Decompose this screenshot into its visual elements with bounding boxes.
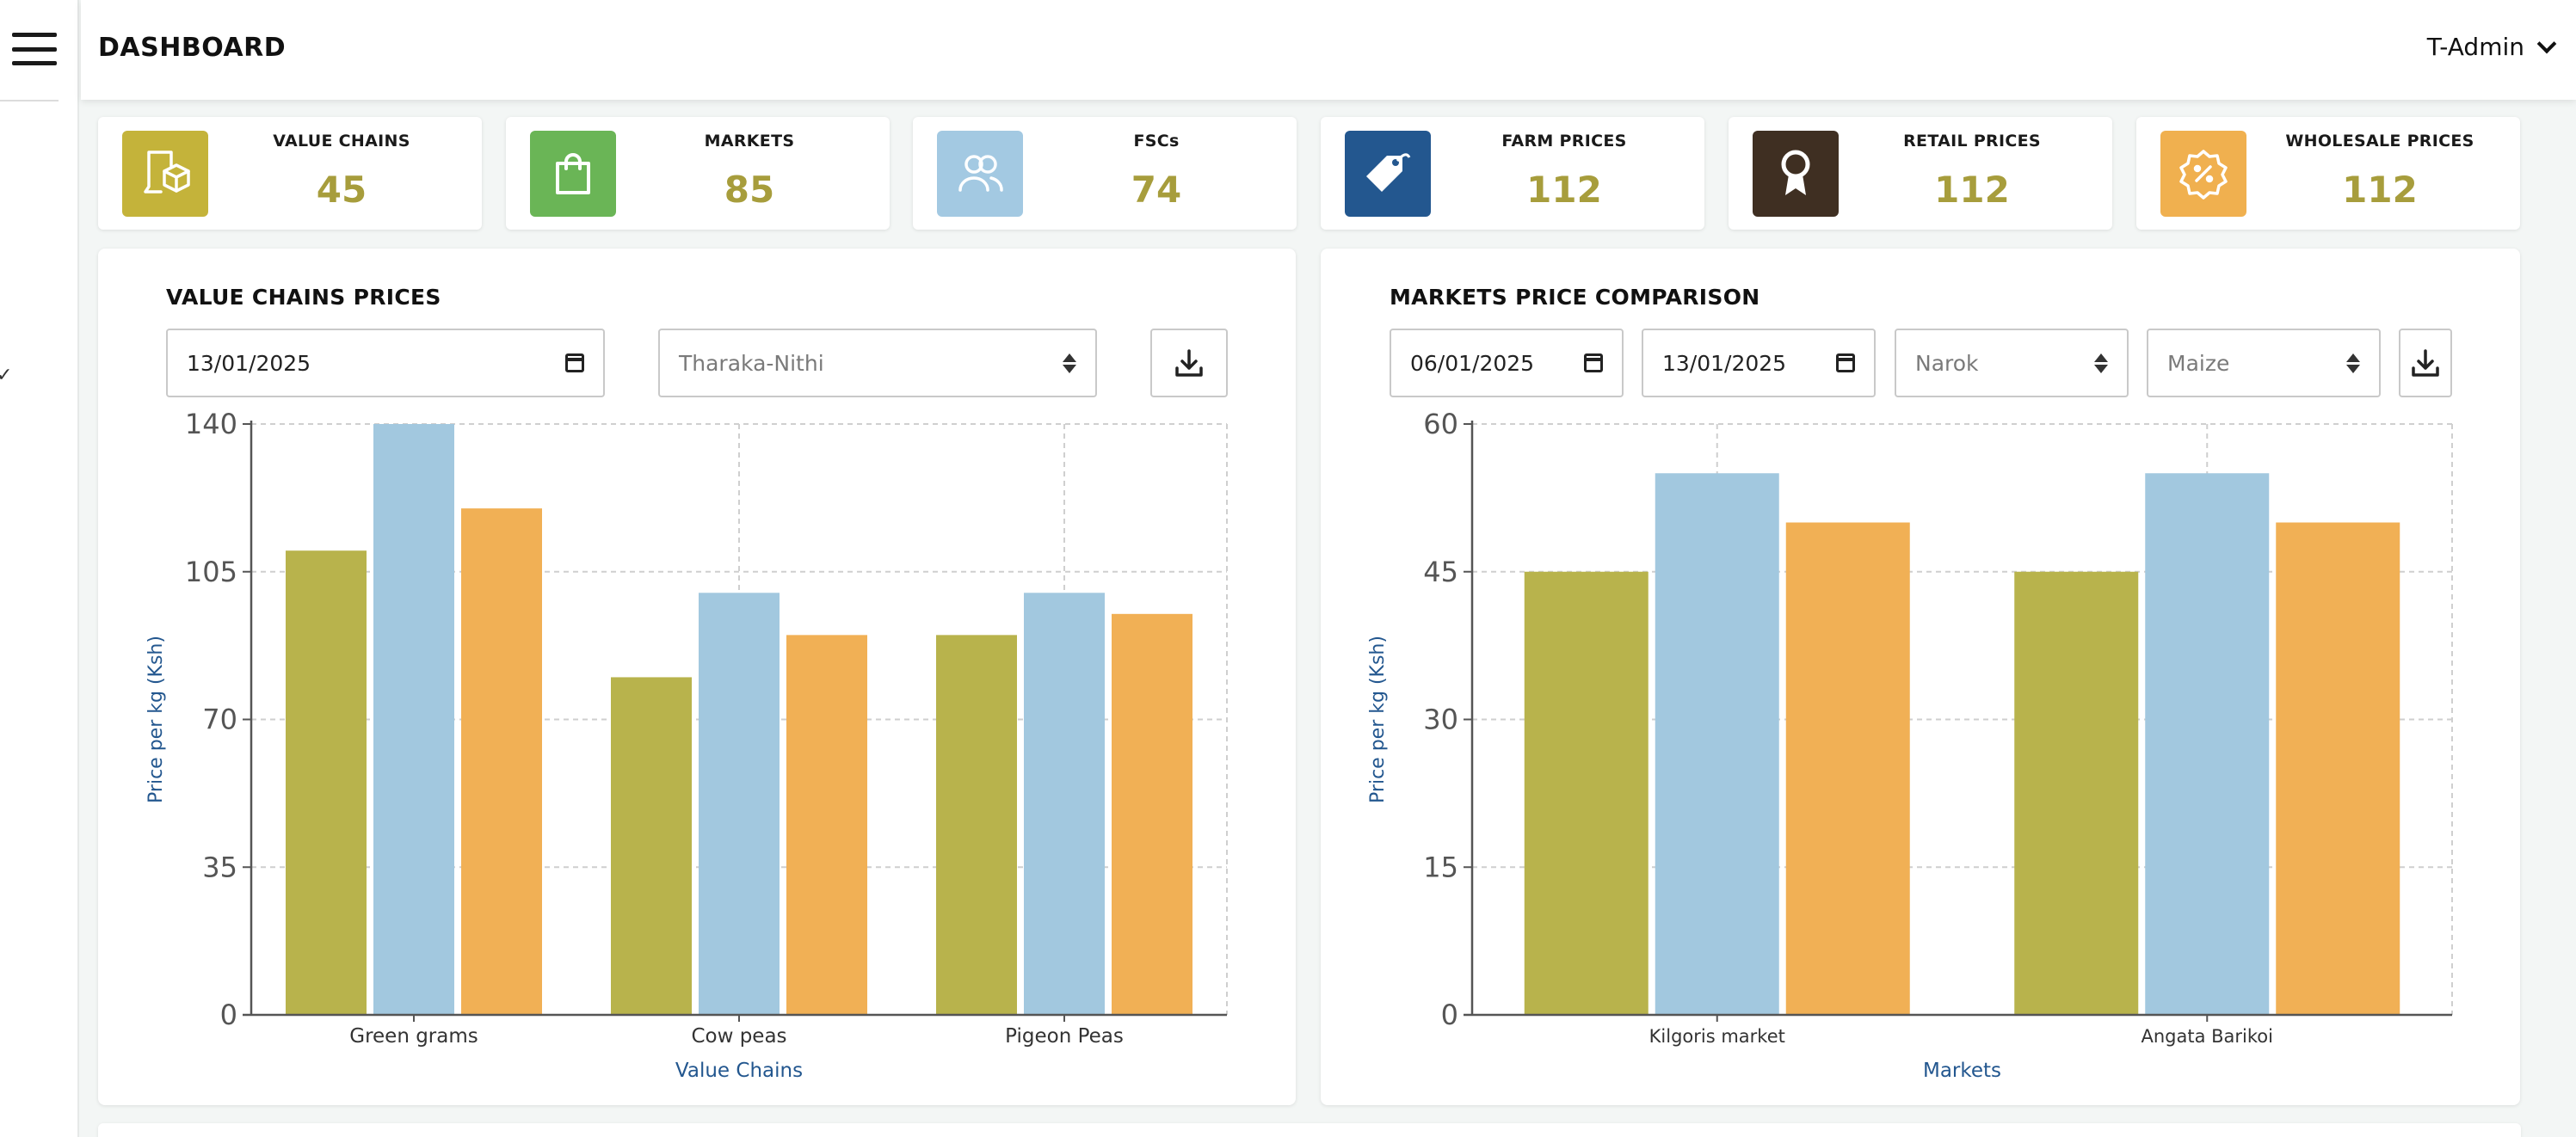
commodity-select[interactable]: Maize bbox=[2147, 329, 2381, 397]
download-button[interactable] bbox=[2399, 329, 2452, 397]
download-button[interactable] bbox=[1150, 329, 1228, 397]
x-axis-label: Value Chains bbox=[675, 1060, 803, 1082]
stat-card-retail-prices[interactable]: RETAIL PRICES 112 bbox=[1729, 117, 2112, 230]
x-tick-label: Cow peas bbox=[691, 1025, 786, 1048]
stat-card-wholesale-prices[interactable]: WHOLESALE PRICES 112 bbox=[2136, 117, 2520, 230]
y-tick-label: 0 bbox=[220, 999, 237, 1031]
stat-value: 112 bbox=[2342, 169, 2418, 211]
price-tag-icon bbox=[1345, 131, 1431, 217]
stat-value: 112 bbox=[1934, 169, 2010, 211]
panel-title: VALUE CHAINS PRICES bbox=[166, 285, 441, 310]
x-tick-label: Green grams bbox=[349, 1025, 478, 1048]
x-tick-label: Kilgoris market bbox=[1649, 1026, 1785, 1047]
bar-cow-peas-series-1[interactable] bbox=[611, 677, 692, 1015]
download-icon bbox=[1175, 349, 1203, 377]
side-rail: ✓ bbox=[0, 0, 79, 1137]
menu-icon[interactable] bbox=[12, 33, 57, 65]
stat-value: 112 bbox=[1526, 169, 1602, 211]
x-axis-label: Markets bbox=[1923, 1060, 2001, 1082]
y-axis-label: Price per kg (Ksh) bbox=[145, 636, 167, 803]
x-tick-label: Pigeon Peas bbox=[1005, 1025, 1124, 1048]
checkmark-icon: ✓ bbox=[0, 365, 13, 386]
bar-angata-barikoi-series-1[interactable] bbox=[2014, 571, 2139, 1015]
panel-title: MARKETS PRICE COMPARISON bbox=[1390, 285, 1760, 310]
stat-label: RETAIL PRICES bbox=[1903, 132, 2041, 151]
calendar-icon[interactable] bbox=[1836, 353, 1855, 372]
discount-badge-icon bbox=[2160, 131, 2246, 217]
bar-cow-peas-series-2[interactable] bbox=[699, 593, 780, 1015]
next-panel-edge bbox=[98, 1123, 2521, 1137]
calendar-icon[interactable] bbox=[1584, 353, 1603, 372]
calendar-icon[interactable] bbox=[565, 353, 584, 372]
bar-kilgoris-market-series-2[interactable] bbox=[1655, 473, 1779, 1015]
select-arrows-icon bbox=[2094, 353, 2108, 373]
bar-green-grams-series-2[interactable] bbox=[373, 424, 454, 1015]
stat-value: 45 bbox=[316, 169, 367, 211]
date-to-value: 13/01/2025 bbox=[1662, 350, 1787, 376]
stat-value: 85 bbox=[724, 169, 775, 211]
stat-card-fscs[interactable]: FSCs 74 bbox=[913, 117, 1297, 230]
user-menu[interactable]: T-Admin bbox=[2426, 33, 2557, 61]
stat-label: FSCs bbox=[1133, 132, 1180, 151]
select-arrows-icon bbox=[1063, 353, 1076, 373]
county-select[interactable]: Narok bbox=[1895, 329, 2129, 397]
y-tick-label: 70 bbox=[202, 704, 237, 736]
markets-chart: 0 15 30 45 60 Kilgoris market Angata Barikoi Ma… bbox=[1367, 408, 2453, 1082]
y-tick-label: 0 bbox=[1441, 999, 1458, 1031]
x-tick-label: Angata Barikoi bbox=[2142, 1026, 2274, 1047]
page-title: DASHBOARD bbox=[98, 33, 287, 63]
bar-green-grams-series-3[interactable] bbox=[461, 508, 542, 1015]
y-tick-label: 30 bbox=[1423, 704, 1458, 736]
download-icon bbox=[2412, 349, 2439, 377]
bar-pigeon-peas-series-2[interactable] bbox=[1024, 593, 1105, 1015]
stat-label: MARKETS bbox=[704, 132, 795, 151]
date-from-input[interactable]: 06/01/2025 bbox=[1390, 329, 1624, 397]
bar-kilgoris-market-series-3[interactable] bbox=[1785, 522, 1910, 1016]
value-chains-panel: VALUE CHAINS PRICES 13/01/2025 Tharaka-N… bbox=[98, 249, 1296, 1105]
bar-pigeon-peas-series-3[interactable] bbox=[1112, 613, 1192, 1015]
date-input[interactable]: 13/01/2025 bbox=[166, 329, 605, 397]
y-tick-label: 15 bbox=[1423, 851, 1458, 883]
rail-divider bbox=[0, 100, 59, 101]
stat-value: 74 bbox=[1131, 169, 1182, 211]
markets-panel: MARKETS PRICE COMPARISON 06/01/2025 13/0… bbox=[1321, 249, 2520, 1105]
commodity-value: Maize bbox=[2167, 350, 2230, 376]
y-tick-label: 35 bbox=[202, 851, 237, 883]
date-to-input[interactable]: 13/01/2025 bbox=[1642, 329, 1876, 397]
stat-card-markets[interactable]: MARKETS 85 bbox=[506, 117, 890, 230]
stat-label: FARM PRICES bbox=[1501, 132, 1627, 151]
county-select[interactable]: Tharaka-Nithi bbox=[658, 329, 1097, 397]
user-name: T-Admin bbox=[2426, 33, 2524, 61]
chevron-down-icon bbox=[2536, 34, 2557, 53]
bar-pigeon-peas-series-1[interactable] bbox=[936, 635, 1017, 1015]
date-value: 13/01/2025 bbox=[187, 350, 311, 376]
county-value: Narok bbox=[1915, 350, 1979, 376]
shopping-bag-icon bbox=[530, 131, 616, 217]
stat-card-farm-prices[interactable]: FARM PRICES 112 bbox=[1321, 117, 1704, 230]
bar-angata-barikoi-series-3[interactable] bbox=[2276, 522, 2400, 1016]
users-icon bbox=[937, 131, 1023, 217]
stat-label: VALUE CHAINS bbox=[273, 132, 410, 151]
bar-kilgoris-market-series-1[interactable] bbox=[1524, 571, 1649, 1015]
award-ribbon-icon bbox=[1753, 131, 1839, 217]
value-chains-chart: 0 35 70 105 140 Green grams Cow peas Pigeon Pea… bbox=[145, 408, 1228, 1082]
bar-angata-barikoi-series-2[interactable] bbox=[2145, 473, 2270, 1015]
stat-card-value-chains[interactable]: VALUE CHAINS 45 bbox=[98, 117, 482, 230]
bar-cow-peas-series-3[interactable] bbox=[786, 635, 867, 1015]
y-tick-label: 60 bbox=[1423, 408, 1458, 440]
bar-green-grams-series-1[interactable] bbox=[286, 550, 367, 1015]
select-arrows-icon bbox=[2346, 353, 2360, 373]
y-tick-label: 105 bbox=[185, 556, 237, 588]
top-bar: DASHBOARD T-Admin bbox=[81, 0, 2576, 100]
stat-label: WHOLESALE PRICES bbox=[2285, 132, 2474, 151]
package-icon bbox=[122, 131, 208, 217]
y-axis-label: Price per kg (Ksh) bbox=[1367, 636, 1389, 803]
y-tick-label: 140 bbox=[185, 408, 237, 440]
y-tick-label: 45 bbox=[1423, 556, 1458, 588]
county-value: Tharaka-Nithi bbox=[679, 350, 824, 376]
date-from-value: 06/01/2025 bbox=[1410, 350, 1535, 376]
